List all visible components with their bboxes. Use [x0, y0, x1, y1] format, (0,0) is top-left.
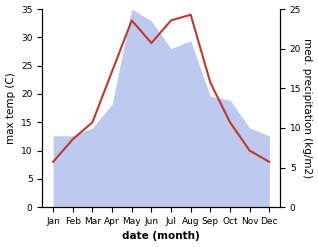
- X-axis label: date (month): date (month): [122, 231, 200, 242]
- Y-axis label: max temp (C): max temp (C): [5, 72, 16, 144]
- Y-axis label: med. precipitation (kg/m2): med. precipitation (kg/m2): [302, 38, 313, 178]
